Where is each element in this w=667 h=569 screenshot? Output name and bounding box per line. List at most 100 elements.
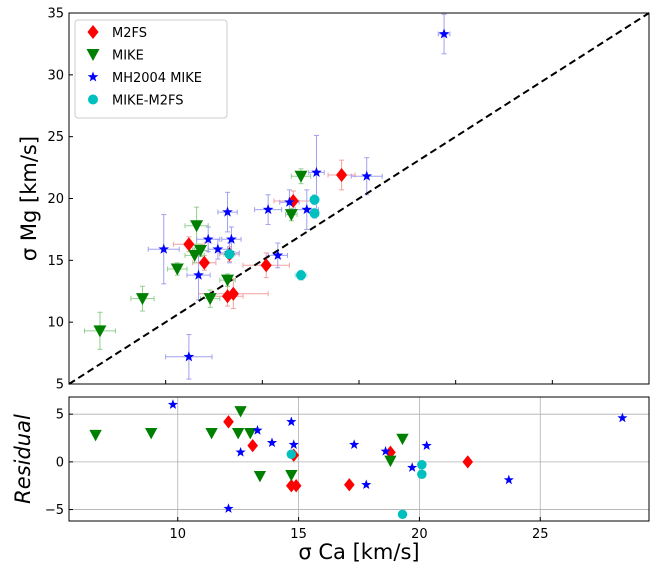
y-tick-label: 20 (47, 192, 64, 207)
data-point-bottom-1-8 (384, 455, 397, 468)
data-point-top-1-9 (294, 170, 308, 183)
data-point-top-3-1 (296, 270, 306, 281)
bottom-plot-frame (68, 396, 650, 522)
data-point-top-0-5 (260, 258, 272, 273)
bottom-grid (69, 397, 649, 521)
y-tick-label: 5 (56, 378, 64, 393)
data-point-bottom-0-4 (290, 479, 302, 493)
data-point-bottom-2-4 (266, 437, 278, 448)
legend-entries: M2FS MIKE MH2004 MIKE MIKE-M2FS (86, 25, 202, 109)
data-point-bottom-2-2 (235, 447, 246, 457)
data-point-bottom-1-7 (285, 469, 298, 482)
data-point-bottom-0-7 (462, 455, 474, 469)
data-point-top-0-4 (227, 286, 239, 301)
x-tick-label: 10 (169, 527, 186, 542)
data-point-bottom-3-2 (417, 459, 427, 470)
y-tick-label: 35 (47, 7, 64, 22)
bottom-panel: 10 15 20 25 −5 0 5 Residual σ Ca [km/s] (11, 396, 650, 564)
data-point-bottom-2-9 (380, 446, 391, 456)
data-point-top-1-5 (193, 244, 207, 257)
x-tick-label: 20 (411, 527, 428, 542)
data-point-bottom-2-6 (288, 439, 299, 449)
legend-label-1: MIKE (112, 49, 144, 64)
data-point-bottom-2-8 (361, 479, 372, 490)
data-point-bottom-2-3 (252, 425, 263, 435)
legend-label-2: MH2004 MIKE (112, 71, 202, 86)
data-point-bottom-3-3 (417, 469, 427, 480)
data-point-bottom-2-10 (407, 462, 418, 472)
data-point-top-2-8 (262, 204, 274, 215)
legend-marker-3 (88, 94, 98, 105)
data-point-top-1-2 (170, 263, 184, 276)
y-tick-label: 25 (47, 130, 64, 145)
data-point-bottom-1-4 (234, 406, 247, 418)
data-point-bottom-0-1 (247, 438, 258, 453)
data-point-bottom-1-9 (396, 433, 409, 446)
top-markers (93, 28, 450, 362)
legend-marker-2 (87, 71, 99, 82)
data-point-bottom-2-7 (349, 439, 360, 449)
one-to-one-reference-line (68, 12, 650, 385)
data-point-top-0-1 (198, 255, 210, 270)
data-point-bottom-0-6 (385, 445, 396, 459)
data-point-bottom-0-5 (344, 478, 355, 492)
legend-label-0: M2FS (112, 26, 147, 41)
data-point-bottom-0-0 (223, 415, 234, 429)
data-point-top-2-2 (193, 269, 204, 280)
data-point-top-1-1 (135, 293, 149, 306)
legend: M2FS MIKE MH2004 MIKE MIKE-M2FS (74, 19, 228, 119)
data-point-bottom-3-1 (397, 509, 408, 520)
y-tick-label: 30 (47, 68, 64, 83)
data-point-top-1-7 (221, 274, 235, 287)
bottom-axis-ticks: 10 15 20 25 −5 0 5 (45, 408, 549, 542)
data-point-bottom-2-13 (617, 412, 628, 423)
data-point-top-2-12 (311, 166, 322, 178)
data-point-top-0-7 (336, 168, 348, 183)
legend-marker-0 (87, 25, 99, 39)
data-point-bottom-1-0 (89, 429, 102, 442)
data-point-bottom-2-0 (167, 399, 178, 409)
data-point-top-2-13 (361, 170, 373, 181)
data-point-top-3-0 (224, 249, 235, 260)
data-point-top-2-3 (202, 233, 214, 244)
data-point-bottom-2-1 (223, 503, 234, 513)
data-point-top-2-1 (183, 351, 195, 362)
data-point-bottom-3-0 (286, 449, 297, 459)
y-tick-label: 5 (56, 408, 64, 423)
data-point-bottom-1-3 (231, 428, 245, 440)
data-point-top-3-2 (309, 208, 320, 219)
data-point-top-0-0 (183, 237, 195, 252)
data-point-bottom-1-5 (244, 428, 257, 440)
top-axis-ticks: 5 10 15 20 25 30 35 (47, 7, 553, 393)
bottom-y-axis-title: Residual (11, 414, 35, 504)
data-point-top-2-14 (438, 28, 450, 39)
data-point-top-2-0 (158, 243, 170, 254)
y-tick-label: 10 (47, 316, 64, 331)
data-point-bottom-1-1 (144, 428, 158, 440)
data-point-top-2-11 (301, 204, 313, 215)
legend-box (74, 19, 228, 119)
data-point-top-2-5 (222, 206, 233, 217)
data-point-bottom-1-6 (253, 470, 267, 483)
data-point-top-1-8 (284, 209, 298, 222)
data-point-top-2-10 (284, 196, 295, 207)
data-point-bottom-2-11 (421, 440, 432, 450)
data-point-bottom-1-2 (205, 428, 218, 440)
data-point-top-1-0 (93, 325, 107, 338)
x-tick-label: 25 (532, 527, 549, 542)
data-point-top-3-3 (309, 194, 320, 205)
y-tick-label: 0 (56, 455, 64, 470)
x-tick-label: 15 (290, 527, 307, 542)
legend-label-3: MIKE-M2FS (112, 94, 183, 109)
x-axis-title: σ Ca [km/s] (298, 540, 419, 564)
data-point-bottom-2-5 (286, 416, 297, 427)
data-point-top-1-3 (188, 249, 202, 262)
y-tick-label: 15 (47, 254, 64, 269)
data-point-bottom-2-12 (503, 474, 514, 485)
data-point-top-2-9 (272, 249, 284, 260)
top-y-axis-title: σ Mg [km/s] (17, 136, 41, 261)
data-point-top-2-6 (226, 233, 237, 244)
y-tick-label: −5 (45, 503, 64, 518)
data-point-top-2-4 (212, 243, 224, 254)
